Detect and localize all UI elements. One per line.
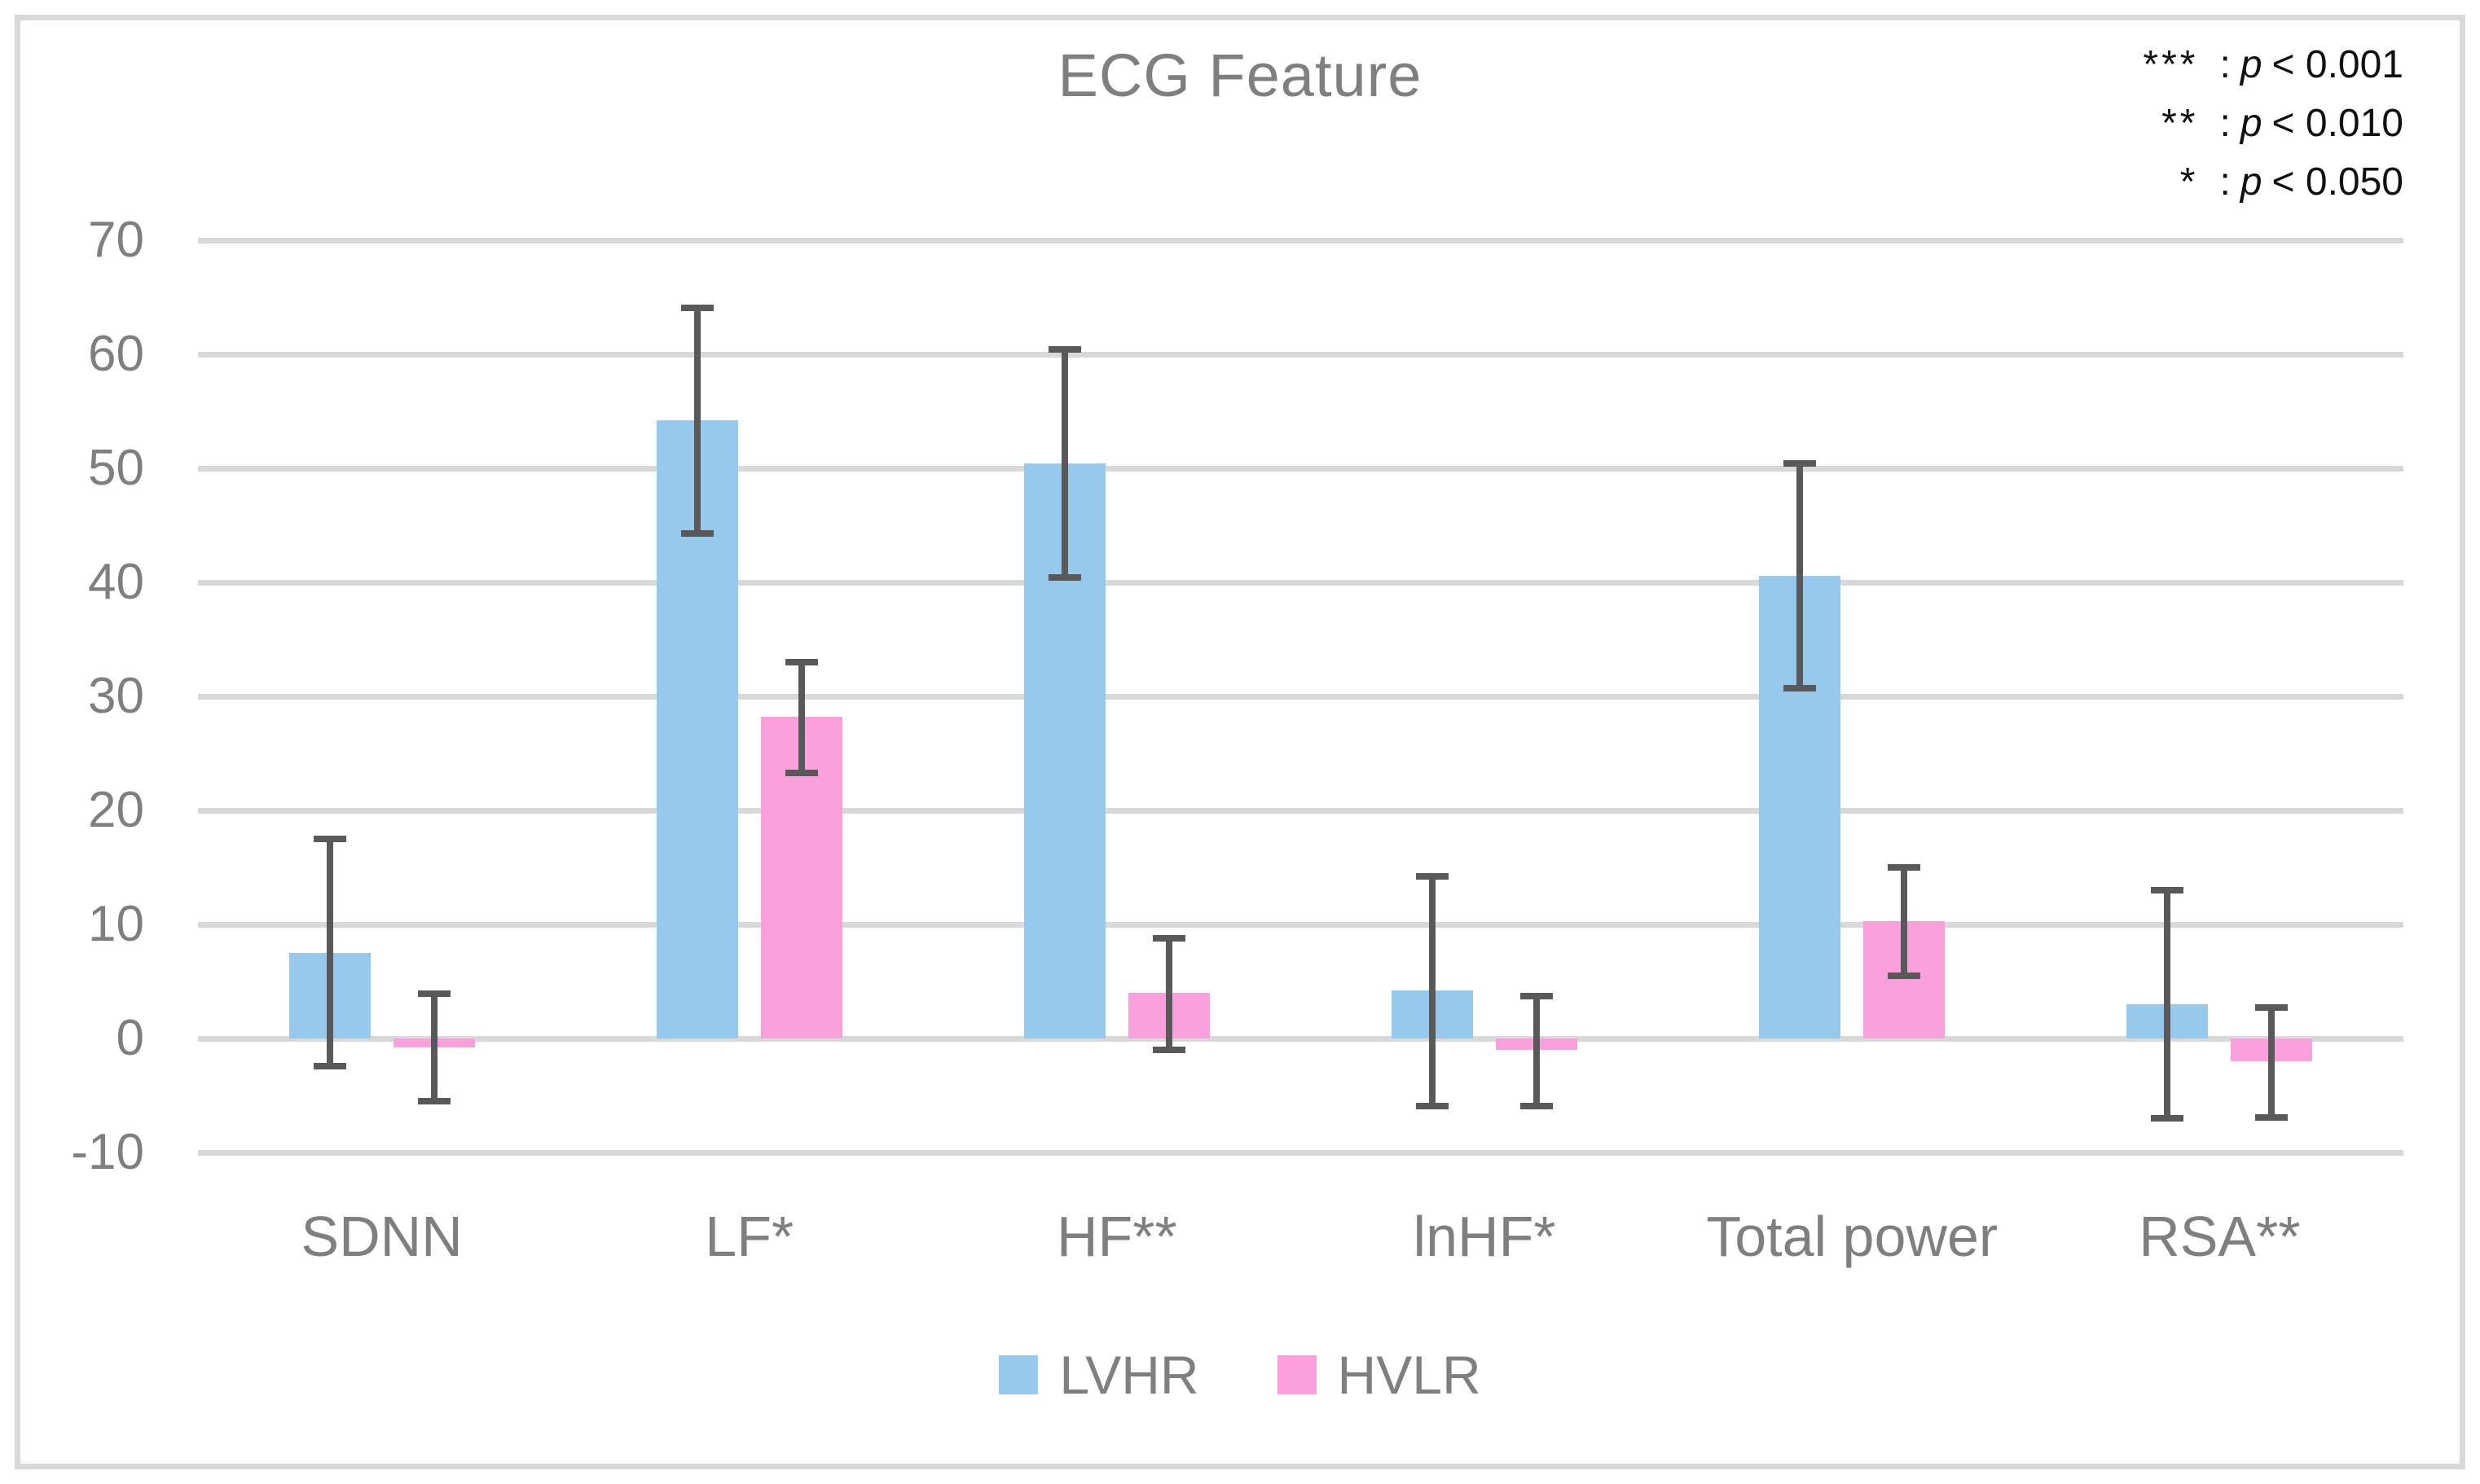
chart-title: ECG Feature	[1058, 42, 1422, 109]
error-bar-line	[1061, 349, 1068, 578]
y-tick-label: 10	[88, 896, 144, 952]
error-bar-line	[326, 839, 333, 1066]
error-bar-line	[1429, 876, 1436, 1106]
y-tick-label: 60	[88, 326, 144, 382]
x-axis: SDNN LF* HF** lnHF* Total power RSA**	[198, 1204, 2403, 1277]
error-bar-cap-bottom	[785, 769, 818, 776]
error-bar-cap-top	[680, 304, 714, 311]
error-bar-cap-top	[313, 836, 346, 842]
y-tick-label: 40	[88, 554, 144, 610]
significance-symbol: ***	[2143, 43, 2199, 86]
error-bar-cap-bottom	[1048, 574, 1081, 582]
y-tick-label: 30	[88, 668, 144, 724]
error-bar-cap-top	[2151, 887, 2184, 893]
significance-condition: < 0.050	[2271, 160, 2403, 204]
error-bar-cap-bottom	[1520, 1102, 1554, 1109]
significance-condition: < 0.010	[2271, 102, 2403, 145]
gridline	[198, 693, 2403, 700]
chart-border-frame	[15, 15, 2465, 1469]
x-category-label: SDNN	[301, 1205, 463, 1268]
error-bar-cap-bottom	[2255, 1113, 2289, 1121]
error-bar-cap-top	[1152, 934, 1185, 942]
significance-legend: ***: p < 0.001 **: p < 0.010 *: p < 0.050	[2092, 36, 2403, 212]
legend-label-hvlr: HVLR	[1337, 1345, 1481, 1405]
gridline	[198, 1149, 2403, 1156]
error-bar-line	[798, 662, 805, 773]
gridline	[198, 579, 2403, 586]
x-category-label: LF*	[705, 1205, 794, 1268]
y-tick-label: -10	[71, 1124, 144, 1180]
error-bar-cap-top	[1520, 993, 1554, 1000]
series-legend: LVHR HVLR	[0, 1344, 2480, 1406]
y-tick-label: 70	[88, 212, 144, 268]
error-bar-line	[430, 994, 438, 1101]
significance-symbol: **	[2161, 102, 2199, 145]
error-bar-line	[1165, 937, 1172, 1050]
y-tick-label: 20	[88, 782, 144, 838]
significance-symbol: *	[2179, 160, 2199, 204]
legend-swatch-lvhr	[999, 1355, 1039, 1394]
error-bar-line	[1796, 463, 1804, 689]
significance-note: **: p < 0.010	[2092, 94, 2403, 153]
significance-p: p	[2240, 160, 2262, 204]
significance-colon: :	[2219, 102, 2231, 145]
gridline	[198, 807, 2403, 814]
error-bar-line	[2164, 890, 2171, 1118]
significance-p: p	[2240, 43, 2262, 86]
error-bar-cap-bottom	[1152, 1047, 1185, 1053]
significance-p: p	[2240, 102, 2262, 145]
error-bar-line	[2268, 1008, 2276, 1117]
error-bar-line	[1533, 996, 1541, 1106]
significance-colon: :	[2219, 43, 2231, 86]
x-category-label: RSA**	[2139, 1205, 2301, 1268]
gridline	[198, 237, 2403, 244]
gridline	[198, 921, 2403, 928]
error-bar-cap-top	[2255, 1004, 2289, 1012]
x-category-label: lnHF*	[1413, 1205, 1556, 1268]
plot-area	[198, 237, 2403, 1156]
significance-note: ***: p < 0.001	[2092, 36, 2403, 94]
legend-label-lvhr: LVHR	[1059, 1345, 1199, 1405]
gridline	[198, 465, 2403, 472]
error-bar-cap-bottom	[313, 1062, 346, 1069]
significance-note: *: p < 0.050	[2092, 153, 2403, 212]
error-bar-cap-top	[1416, 873, 1449, 880]
legend-item-lvhr: LVHR	[999, 1344, 1199, 1406]
significance-condition: < 0.001	[2271, 43, 2403, 86]
error-bar-line	[693, 307, 701, 533]
error-bar-cap-bottom	[1783, 685, 1817, 692]
error-bar-cap-top	[785, 659, 818, 665]
error-bar-cap-bottom	[1888, 973, 1921, 979]
y-axis: 70 60 50 40 30 20 10 0 -10	[0, 212, 151, 1180]
x-category-label: HF**	[1057, 1205, 1177, 1268]
legend-swatch-hvlr	[1277, 1355, 1317, 1394]
error-bar-cap-bottom	[2151, 1115, 2184, 1122]
y-tick-label: 50	[88, 440, 144, 496]
error-bar-line	[1901, 867, 1908, 976]
gridline	[198, 1035, 2403, 1042]
y-tick-label: 0	[116, 1010, 144, 1066]
error-bar-cap-top	[1048, 346, 1081, 353]
error-bar-cap-bottom	[1416, 1102, 1449, 1109]
error-bar-cap-bottom	[680, 529, 714, 537]
error-bar-cap-top	[1783, 460, 1817, 468]
error-bar-cap-bottom	[417, 1098, 451, 1104]
x-category-label: Total power	[1706, 1205, 1999, 1268]
gridline	[198, 351, 2403, 358]
significance-colon: :	[2219, 160, 2231, 204]
error-bar-cap-top	[417, 990, 451, 998]
legend-item-hvlr: HVLR	[1277, 1344, 1481, 1406]
error-bar-cap-top	[1888, 864, 1921, 871]
